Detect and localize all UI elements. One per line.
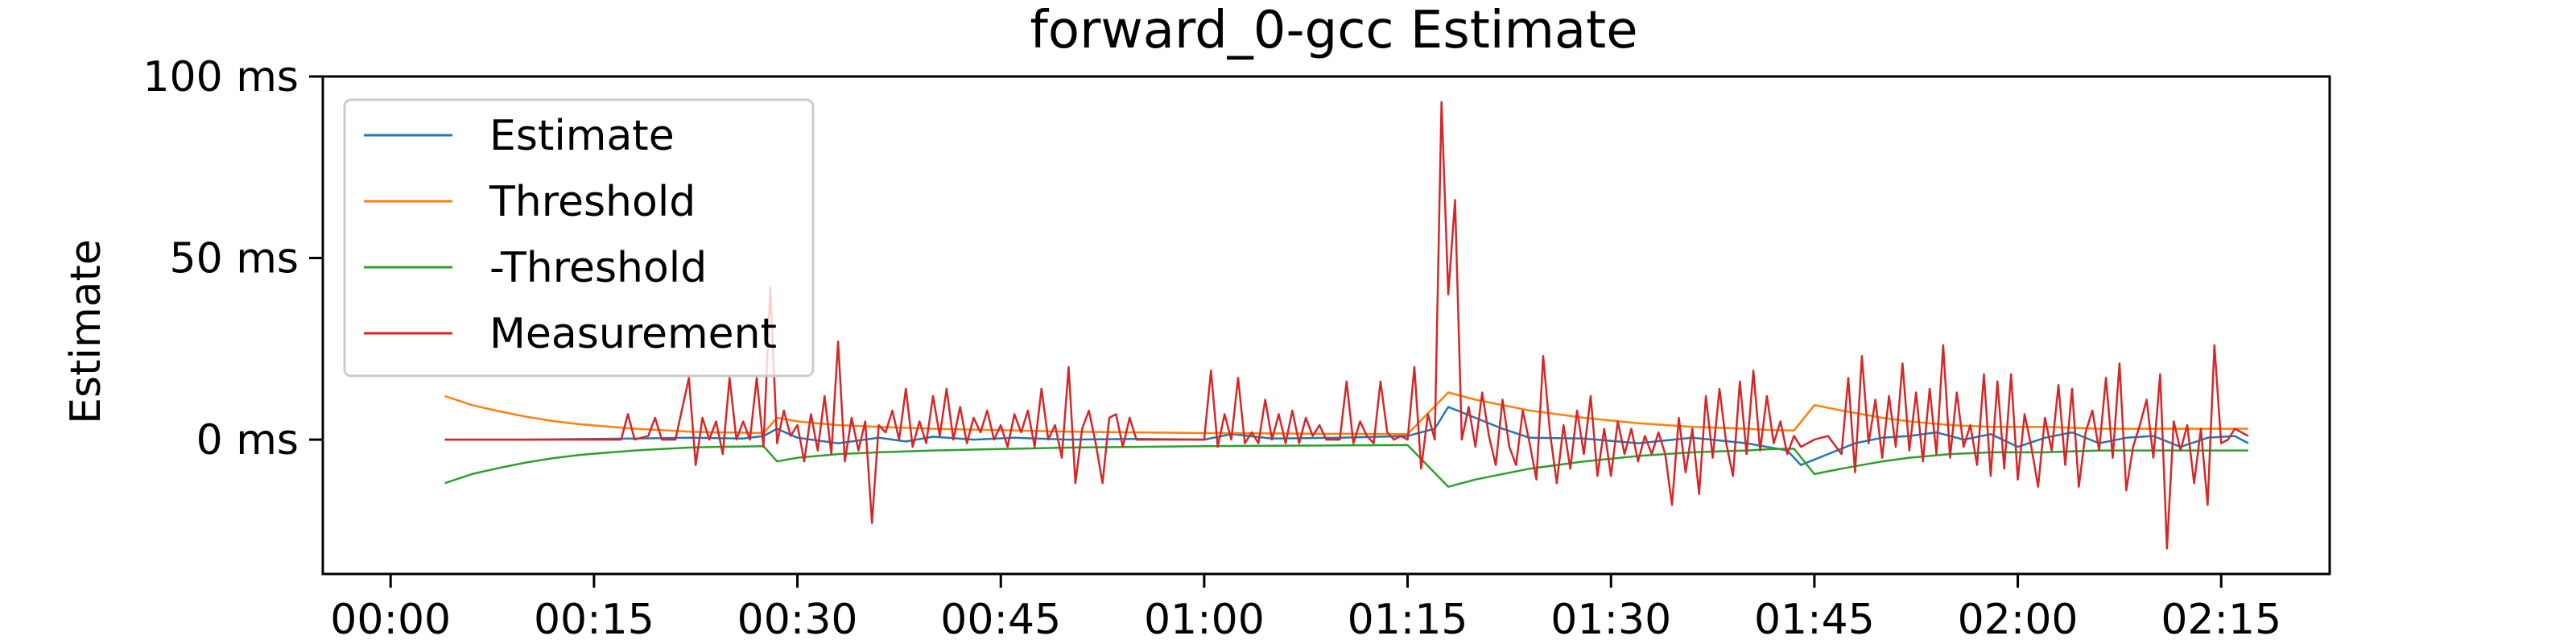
series-layer bbox=[444, 101, 2249, 550]
x-tick-label: 01:45 bbox=[1754, 596, 1875, 644]
plot-frame bbox=[321, 75, 2331, 576]
y-tick-label: 100 ms bbox=[142, 53, 299, 101]
series-line-estimate bbox=[444, 406, 2249, 466]
x-tick-label: 01:30 bbox=[1550, 596, 1671, 644]
x-tick-label: 02:00 bbox=[1958, 596, 2079, 644]
legend: Estimate Threshold -Threshold Measurement bbox=[343, 98, 815, 378]
legend-label-threshold: Threshold bbox=[489, 178, 696, 226]
x-tick-label: 01:15 bbox=[1348, 596, 1468, 644]
x-tick-label: 00:15 bbox=[534, 596, 654, 644]
legend-label-threshold: -Threshold bbox=[489, 244, 707, 292]
x-tick-label: 02:15 bbox=[2161, 596, 2281, 644]
legend-box bbox=[343, 98, 815, 378]
x-tick-label: 01:00 bbox=[1144, 596, 1265, 644]
legend-label-measurement: Measurement bbox=[489, 310, 777, 358]
series-line-measurement bbox=[444, 101, 2249, 550]
series-line-threshold bbox=[444, 444, 2248, 488]
y-axis-label: Estimate bbox=[62, 239, 110, 424]
ticks-layer: 00:00 00:15 00:30 00:45 01:00 01:15 01:30 01:45… bbox=[142, 53, 2281, 644]
series-line-threshold bbox=[444, 391, 2248, 436]
chart-title: forward_0-gcc Estimate bbox=[1030, 1, 1637, 60]
y-tick-label: 50 ms bbox=[170, 235, 299, 283]
y-tick-label: 0 ms bbox=[196, 416, 299, 464]
legend-label-estimate: Estimate bbox=[489, 112, 675, 160]
x-tick-label: 00:45 bbox=[940, 596, 1061, 644]
x-tick-label: 00:00 bbox=[330, 596, 451, 644]
x-tick-label: 00:30 bbox=[737, 596, 858, 644]
